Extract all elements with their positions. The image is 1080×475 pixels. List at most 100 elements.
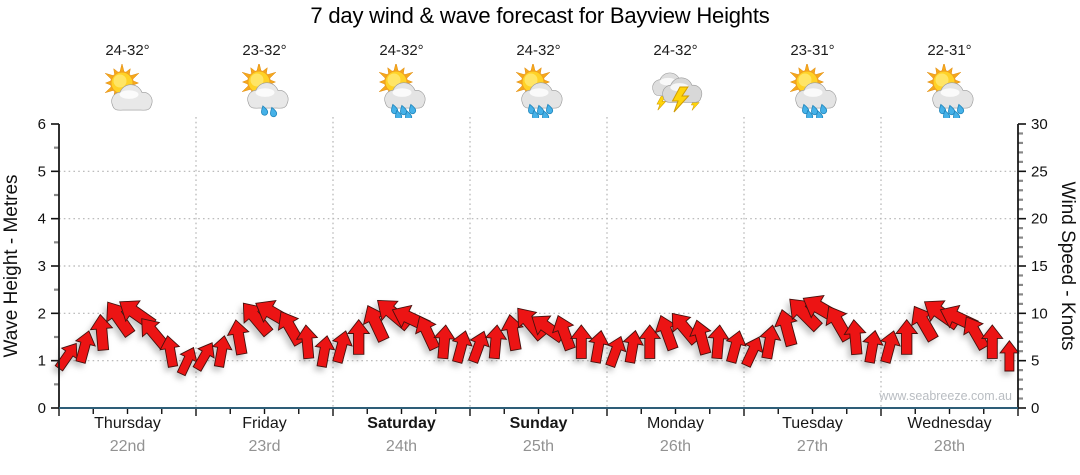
day-name: Saturday — [367, 415, 436, 432]
wind-arrow — [451, 330, 473, 364]
right-axis-title: Wind Speed - Knots — [1057, 182, 1078, 351]
temperature-range: 24-32° — [105, 42, 150, 59]
raindrop-icon — [260, 105, 268, 116]
raindrop-icon — [947, 104, 955, 116]
raindrop-icon — [545, 103, 553, 115]
wind-arrow — [638, 324, 662, 359]
wind-arrow — [741, 336, 764, 368]
temperature-range: 23-31° — [790, 42, 835, 59]
temperature-range: 22-31° — [927, 42, 972, 59]
cloud-icon — [110, 84, 152, 111]
wind-arrow — [295, 324, 319, 360]
raindrop-icon — [399, 104, 407, 116]
raindrop-icon — [956, 103, 964, 115]
right-tick-label: 30 — [1031, 116, 1048, 133]
wind-arrow — [468, 330, 490, 364]
wind-arrow — [500, 314, 524, 352]
wind-arrow — [671, 312, 701, 346]
left-tick-label: 5 — [38, 163, 46, 180]
axis-ticks — [51, 123, 1026, 416]
wind-arrow — [980, 324, 1004, 359]
thunderstorm-icon — [651, 72, 702, 113]
wind-arrow — [484, 324, 508, 360]
wind-arrow — [843, 319, 867, 356]
wind-arrow — [89, 313, 114, 351]
day-axis-label: Wednesday 28th — [881, 415, 1018, 456]
day-axis-label: Monday 26th — [607, 415, 744, 456]
temperature-range: 24-32° — [653, 42, 698, 59]
raindrop-icon — [801, 103, 809, 115]
raindrop-icon — [819, 103, 827, 115]
sun-highlight — [798, 73, 811, 87]
wind-arrow — [159, 335, 181, 368]
wind-arrow — [226, 319, 250, 356]
right-tick-label: 10 — [1031, 305, 1048, 322]
temperature-range: 24-32° — [516, 42, 561, 59]
raindrop-icon — [805, 109, 813, 118]
left-tick-label: 2 — [38, 305, 46, 322]
raindrop-icon — [408, 103, 416, 115]
raindrop-icon — [942, 109, 950, 118]
day-date: 28th — [933, 438, 966, 455]
day-name: Sunday — [509, 415, 568, 432]
raindrop-icon — [815, 110, 823, 118]
sun-light-showers-icon — [241, 64, 288, 118]
day-date: 27th — [796, 438, 829, 455]
sun-highlight — [113, 74, 126, 88]
day-summary: 24-32° — [59, 42, 196, 118]
day-axis-label: Friday 23rd — [196, 415, 333, 456]
sun-highlight — [524, 73, 537, 87]
wind-arrow — [707, 324, 730, 360]
left-tick-label: 3 — [38, 258, 46, 275]
day-axis-label: Tuesday 27th — [744, 415, 881, 456]
chart-title: 7 day wind & wave forecast for Bayview H… — [310, 3, 770, 28]
day-summary: 23-32° — [196, 42, 333, 118]
wind-arrow — [415, 315, 441, 352]
wind-arrow — [999, 340, 1020, 372]
wind-arrow — [211, 335, 233, 368]
sun-showers-icon — [926, 64, 973, 118]
day-summary: 24-32° — [607, 42, 744, 118]
wind-arrow — [862, 329, 884, 364]
axis-lines — [58, 124, 1019, 409]
temperature-range: 24-32° — [379, 42, 424, 59]
raindrop-icon — [269, 106, 277, 118]
right-tick-label: 5 — [1031, 353, 1039, 370]
watermark-text: www.seabreeze.com.au — [878, 389, 1012, 403]
day-date: 26th — [659, 438, 692, 455]
left-axis-title: Wave Height - Metres — [1, 174, 22, 357]
wind-arrow — [605, 335, 627, 369]
sun-showers-icon — [378, 64, 425, 118]
wind-arrow — [314, 335, 336, 368]
lightning-bolt-icon — [671, 86, 690, 113]
wind-arrow — [759, 324, 782, 360]
wind-arrow — [347, 318, 371, 355]
raindrop-icon — [536, 104, 544, 116]
sun-highlight — [387, 73, 400, 87]
wind-arrow — [725, 330, 747, 364]
raindrop-icon — [938, 103, 946, 115]
day-axis-label: Sunday 25th — [470, 415, 607, 456]
raindrop-icon — [394, 109, 402, 118]
raindrop-icon — [390, 103, 398, 115]
wind-arrow — [192, 342, 215, 372]
wind-arrow — [689, 319, 712, 356]
temperature-range: 23-32° — [242, 42, 287, 59]
raindrop-icon — [531, 109, 539, 118]
wind-arrow — [331, 330, 353, 364]
day-axis-label: Thursday 22nd — [59, 415, 196, 456]
cloud-icon — [383, 82, 425, 109]
cloud-icon — [931, 82, 973, 109]
day-name: Thursday — [94, 415, 161, 432]
wind-arrow — [774, 309, 798, 348]
day-name: Monday — [647, 415, 704, 432]
sun-highlight — [250, 73, 263, 87]
day-date: 25th — [522, 438, 555, 455]
wind-arrow — [895, 318, 919, 355]
wind-arrow — [551, 314, 576, 352]
day-name: Tuesday — [782, 415, 843, 432]
wind-arrow — [879, 330, 901, 364]
cloud-icon — [246, 82, 288, 109]
wind-arrow — [569, 324, 593, 359]
left-tick-label: 4 — [38, 211, 46, 228]
